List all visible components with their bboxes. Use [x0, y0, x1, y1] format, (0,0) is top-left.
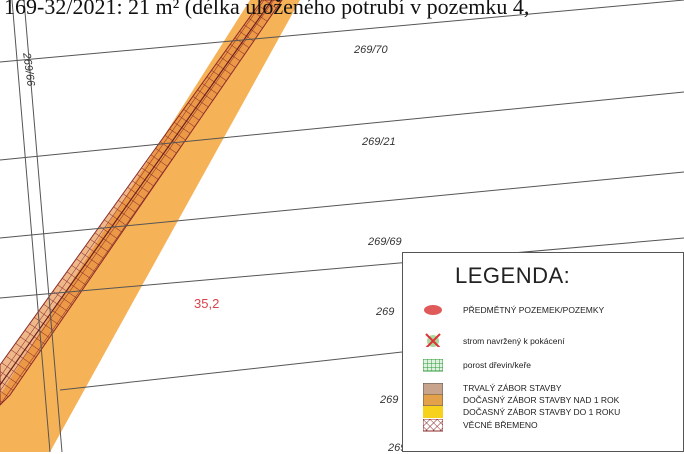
parcel-label-269-21: 269/21: [362, 136, 396, 148]
pipe-line: [0, 0, 273, 386]
red-ellipse-icon: [424, 305, 442, 315]
parcel-label-269-70: 269/70: [354, 44, 388, 56]
measure-value: 35,2: [194, 296, 220, 311]
legend-label: TRVALÝ ZÁBOR STAVBY: [463, 383, 562, 393]
tree-cross-icon: [425, 333, 441, 347]
easement-hatch-icon: [423, 419, 443, 432]
legend-label: DOČASNÝ ZÁBOR STAVBY NAD 1 ROK: [463, 395, 620, 405]
legend-label: VĚCNÉ BŘEMENO: [463, 420, 538, 430]
legend-title: LEGENDA:: [455, 263, 571, 288]
parcel-label-269-bottom: 269: [380, 394, 399, 406]
legend-label: DOČASNÝ ZÁBOR STAVBY DO 1 ROKU: [463, 407, 621, 417]
header-caption: 169-32/2021: 21 m² (délka uloženého potr…: [4, 0, 530, 19]
easement-hatch: [0, 0, 283, 406]
shrub-hatch-icon: [423, 359, 443, 372]
parcel-label-269-left: 269: [376, 306, 395, 318]
temporary-under-year-icon: [423, 406, 443, 418]
legend-label: porost dřevin/keře: [463, 360, 532, 370]
legend-label: strom navržený k pokácení: [463, 336, 565, 346]
parcel-label-269-69: 269/69: [368, 236, 402, 248]
legend-label: PŘEDMĚTNÝ POZEMEK/POZEMKY: [463, 305, 605, 315]
legend-box: LEGENDA: PŘEDMĚTNÝ POZEMEK/POZEMKY strom…: [402, 252, 684, 452]
temporary-occupation-band: [0, 0, 300, 452]
